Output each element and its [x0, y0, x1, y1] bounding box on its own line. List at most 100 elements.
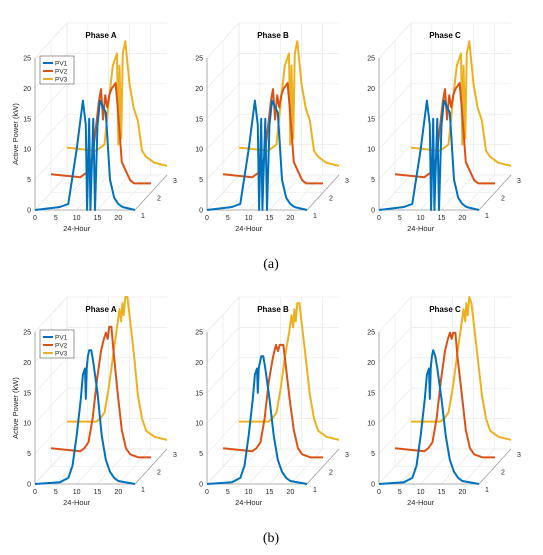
y-tick-label: 20 [23, 86, 31, 93]
y-tick-label: 15 [367, 116, 375, 123]
series-line-pv1 [378, 349, 480, 485]
z-tick-label: 2 [157, 196, 161, 203]
y-tick-label: 15 [195, 116, 203, 123]
x-tick-label: 20 [114, 489, 122, 496]
legend-label-pv2: PV2 [55, 68, 68, 75]
z-tick-label: 1 [485, 213, 489, 220]
x-tick-label: 5 [398, 215, 402, 222]
x-tick-label: 5 [398, 489, 402, 496]
x-tick-label: 0 [377, 215, 381, 222]
y-tick-label: 0 [371, 482, 375, 489]
y-tick-label: 5 [371, 177, 375, 184]
x-tick-label: 0 [205, 489, 209, 496]
panel-a-phase-b: 0 5 10 15 20 0 5 10 15 20 25 1 2 3 24-Hour Phase B [195, 22, 349, 233]
x-axis-label: 24-Hour [235, 224, 263, 233]
z-axis [134, 448, 168, 485]
panel-b-phase-a: 0 5 10 15 20 0 5 10 15 20 25 1 2 3 24-Hour Active Power… [11, 296, 177, 507]
series-line-pv3 [239, 302, 340, 441]
legend-label-pv1: PV1 [55, 60, 68, 67]
series-line-pv3 [67, 296, 168, 441]
y-tick-label: 10 [367, 147, 375, 154]
y-tick-label: 25 [195, 330, 203, 337]
y-tick-label: 20 [23, 360, 31, 367]
x-tick-label: 5 [54, 215, 58, 222]
x-axis-label: 24-Hour [407, 498, 435, 507]
series-line-pv3 [410, 40, 512, 167]
series-line-pv3 [411, 296, 512, 441]
y-tick-label: 10 [23, 421, 31, 428]
z-tick-label: 1 [485, 487, 489, 494]
x-axis-label: 24-Hour [235, 498, 263, 507]
x-tick-label: 10 [245, 489, 253, 496]
z-tick-label: 2 [157, 470, 161, 477]
x-tick-label: 10 [245, 215, 253, 222]
x-tick-label: 20 [286, 489, 294, 496]
x-tick-label: 5 [54, 489, 58, 496]
panel-title: Phase C [429, 31, 461, 40]
x-tick-label: 20 [114, 215, 122, 222]
series-line-pv1 [206, 99, 308, 211]
z-tick-label: 2 [501, 470, 505, 477]
x-tick-label: 15 [266, 489, 274, 496]
z-tick-label: 3 [173, 178, 177, 185]
series-line-pv2 [50, 325, 151, 459]
y-tick-label: 10 [23, 147, 31, 154]
z-axis [306, 448, 340, 485]
z-tick-label: 1 [141, 487, 145, 494]
y-tick-label: 0 [199, 482, 203, 489]
y-tick-label: 15 [367, 390, 375, 397]
z-axis [134, 174, 168, 211]
y-tick-label: 20 [195, 86, 203, 93]
y-axis-label: Active Power (kW) [11, 377, 20, 439]
x-tick-label: 5 [226, 215, 230, 222]
z-tick-label: 2 [329, 470, 333, 477]
caption-b: (b) [263, 531, 280, 546]
y-axis-label: Active Power (kW) [11, 103, 20, 165]
series-line-pv2 [394, 82, 495, 185]
y-tick-label: 20 [367, 360, 375, 367]
y-tick-label: 15 [23, 390, 31, 397]
x-tick-label: 20 [458, 215, 466, 222]
x-axis-label: 24-Hour [63, 498, 91, 507]
y-tick-label: 0 [27, 208, 31, 215]
x-tick-label: 20 [286, 215, 294, 222]
z-axis [478, 448, 512, 485]
z-tick-label: 2 [501, 196, 505, 203]
panel-a-phase-c: 0 5 10 15 20 0 5 10 15 20 25 1 2 3 24-Hour Phase C [367, 22, 521, 233]
series-line-pv1 [34, 99, 136, 211]
y-tick-label: 5 [27, 177, 31, 184]
x-axis-label: 24-Hour [407, 224, 435, 233]
x-tick-label: 10 [73, 215, 81, 222]
legend-label-pv3: PV3 [55, 76, 68, 83]
panel-title: Phase B [257, 31, 289, 40]
y-tick-label: 25 [23, 330, 31, 337]
y-tick-label: 10 [195, 421, 203, 428]
series-line-pv2 [222, 343, 323, 459]
z-tick-label: 1 [313, 213, 317, 220]
z-tick-label: 3 [345, 178, 349, 185]
y-tick-label: 25 [367, 56, 375, 63]
y-tick-label: 15 [23, 116, 31, 123]
legend-label-pv1: PV1 [55, 334, 68, 341]
x-tick-label: 15 [94, 215, 102, 222]
y-tick-label: 25 [195, 56, 203, 63]
series-line-pv1 [206, 355, 308, 485]
x-tick-label: 15 [266, 215, 274, 222]
series-line-pv3 [238, 40, 340, 167]
panel-b-phase-c: 0 5 10 15 20 0 5 10 15 20 25 1 2 3 24-Hour Phase C [367, 296, 521, 507]
legend-label-pv2: PV2 [55, 342, 68, 349]
panel-title: Phase A [85, 305, 116, 314]
panel-b-phase-b: 0 5 10 15 20 0 5 10 15 20 25 1 2 3 24-Hour Phase B [195, 296, 349, 507]
series-line-pv2 [222, 82, 323, 185]
y-tick-label: 20 [195, 360, 203, 367]
x-axis-label: 24-Hour [63, 224, 91, 233]
z-tick-label: 1 [313, 487, 317, 494]
y-tick-label: 5 [199, 451, 203, 458]
y-tick-label: 5 [199, 177, 203, 184]
z-tick-label: 3 [517, 178, 521, 185]
x-tick-label: 15 [438, 489, 446, 496]
x-tick-label: 10 [73, 489, 81, 496]
x-tick-label: 15 [438, 215, 446, 222]
